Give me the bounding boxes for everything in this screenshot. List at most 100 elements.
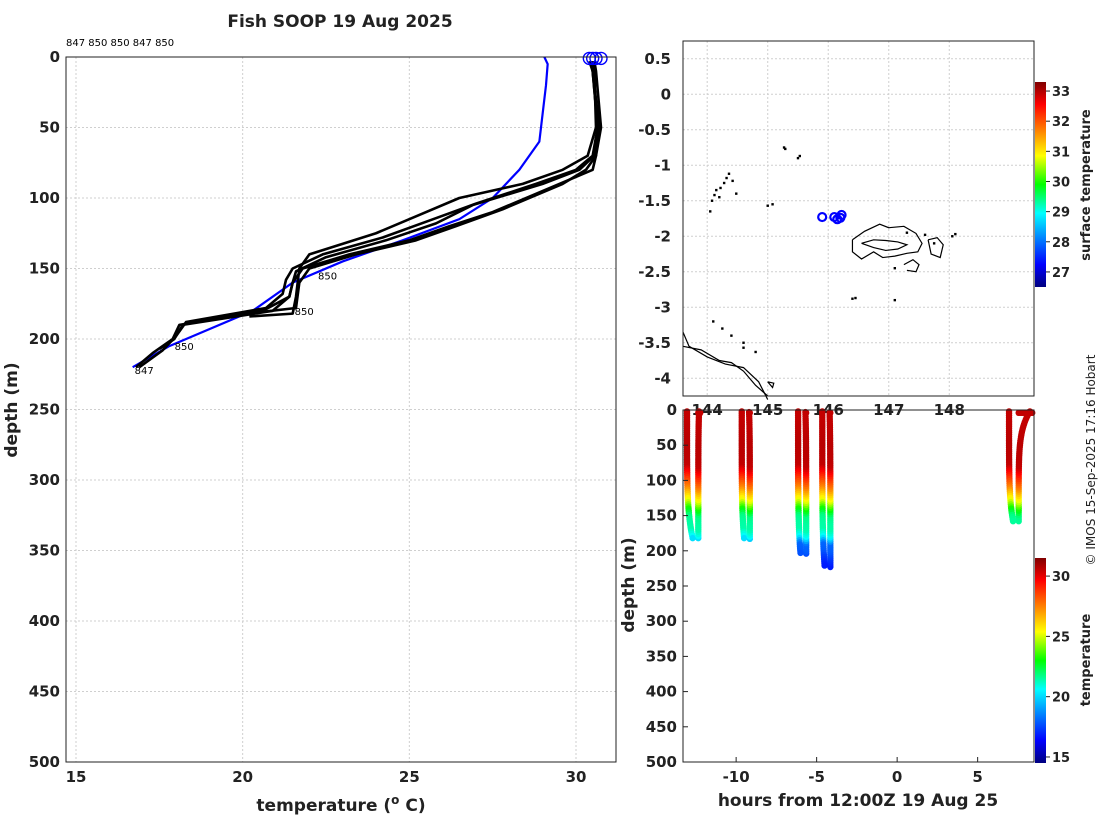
profile-y-tick: 400 — [29, 612, 60, 630]
islet — [893, 298, 897, 302]
coastline-segment — [851, 223, 923, 260]
profile-axes-frame — [65, 56, 617, 763]
section-x-tick: -10 — [723, 768, 750, 786]
islet — [721, 327, 724, 330]
profile-x-tick: 15 — [66, 768, 87, 786]
credit-text: © IMOS 15-Sep-2025 17:16 Hobart — [1084, 354, 1098, 565]
station-marker — [817, 211, 828, 223]
section-x-tick: -5 — [808, 768, 825, 786]
islet — [742, 341, 745, 344]
islet — [710, 199, 714, 202]
islet — [951, 235, 954, 238]
coastline-segment — [861, 239, 909, 252]
map-colorbar-tick: 28 — [1052, 236, 1070, 251]
map-colorbar-ticks: 27 28 29 30 31 32 33 — [1046, 85, 1070, 281]
section-y-tick: 0 — [667, 401, 677, 419]
station-marker — [836, 209, 847, 221]
islet — [727, 172, 731, 175]
islet — [735, 192, 738, 195]
section-y-tick: 500 — [646, 753, 677, 771]
profile-line — [158, 61, 601, 350]
profile-y-tick-labels: 0 50 100 150 200 250 300 350 400 450 500 — [29, 48, 60, 771]
profile-line — [249, 61, 598, 318]
section-colorbar-ticks: 15 20 25 30 — [1046, 570, 1070, 766]
map-islets — [709, 146, 957, 354]
map-colorbar-tick: 32 — [1052, 115, 1070, 130]
map-y-tick: 0.5 — [644, 50, 671, 68]
islet — [766, 204, 769, 207]
profile-annotations: 847 850 850 850 — [135, 272, 337, 377]
profile-x-axis-label: temperature (o C) — [256, 793, 425, 816]
section-x-axis-label: hours from 12:00Z 19 Aug 25 — [718, 791, 998, 811]
profile-y-tick: 300 — [29, 471, 60, 489]
profile-y-tick: 500 — [29, 753, 60, 771]
cast-point — [821, 562, 828, 569]
map-coastline — [682, 223, 944, 400]
figure-title: Fish SOOP 19 Aug 2025 — [227, 12, 452, 32]
cast-point — [697, 409, 704, 417]
profile-x-tick: 25 — [399, 768, 420, 786]
profile-line — [138, 60, 599, 369]
islet — [713, 193, 716, 197]
map-y-tick: -1 — [654, 156, 671, 174]
islet — [730, 334, 733, 337]
map-colorbar-tick: 33 — [1052, 85, 1070, 100]
islet — [932, 242, 936, 245]
islet — [718, 196, 721, 199]
section-y-tick: 50 — [656, 436, 677, 454]
profile-id-label: 847 — [135, 366, 154, 377]
section-y-tick: 350 — [646, 647, 677, 665]
climatology-series — [132, 56, 549, 369]
section-casts — [683, 408, 1036, 571]
coastline-segment — [767, 381, 775, 389]
map-y-tick: -2.5 — [638, 263, 671, 281]
map-y-tick-labels: 0.5 0 -0.5 -1 -1.5 -2 -2.5 -3 -3.5 -4 — [638, 50, 671, 388]
islet — [742, 346, 745, 349]
cast-point — [1009, 518, 1017, 525]
section-y-tick: 400 — [646, 683, 677, 701]
map-y-tick: -4 — [654, 369, 671, 387]
profile-start-markers — [582, 51, 608, 66]
section-colorbar-tick: 30 — [1052, 570, 1070, 585]
profile-y-tick: 250 — [29, 401, 60, 419]
section-y-tick-labels: 0 50 100 150 200 250 300 350 400 450 500 — [646, 401, 688, 771]
cast-point — [689, 534, 696, 542]
section-y-tick: 300 — [646, 612, 677, 630]
islet — [851, 297, 854, 300]
islet — [854, 296, 857, 300]
section-x-tick-labels: -10 -5 0 5 — [723, 757, 983, 786]
section-x-tick: 5 — [972, 768, 982, 786]
map-y-tick: -0.5 — [638, 121, 671, 139]
start-marker — [585, 51, 600, 66]
coastline-segment — [682, 345, 769, 397]
profile-y-tick: 0 — [50, 48, 60, 66]
profile-y-tick: 50 — [39, 119, 60, 137]
profile-line — [259, 61, 603, 314]
islet — [782, 146, 786, 149]
profile-id-label: 850 — [318, 272, 337, 283]
profile-id-list: 847 850 850 847 850 — [66, 38, 174, 49]
map-stations — [817, 209, 847, 225]
section-colorbar-tick: 15 — [1052, 751, 1070, 766]
cast-point — [740, 534, 748, 542]
coastline-segment — [682, 331, 769, 400]
map-y-tick: -3 — [654, 298, 671, 316]
islet — [715, 188, 718, 192]
profile-y-tick: 350 — [29, 542, 60, 560]
map-colorbar-tick: 29 — [1052, 206, 1070, 221]
islet — [798, 154, 801, 158]
profile-y-tick: 200 — [29, 330, 60, 348]
section-colorbar-label: temperature — [1079, 614, 1094, 707]
climatology-line — [132, 56, 549, 369]
islet — [725, 176, 728, 180]
section-colorbar-tick: 20 — [1052, 691, 1070, 706]
profile-y-tick: 100 — [29, 189, 60, 207]
islet — [893, 267, 897, 270]
islet — [771, 203, 774, 206]
map-y-tick: -3.5 — [638, 334, 671, 352]
section-y-axis-label: depth (m) — [619, 537, 639, 632]
cast-point — [797, 549, 804, 557]
cast-point — [827, 409, 834, 417]
profile-x-tick-labels: 15 20 25 30 — [66, 768, 587, 786]
islet — [722, 181, 726, 185]
